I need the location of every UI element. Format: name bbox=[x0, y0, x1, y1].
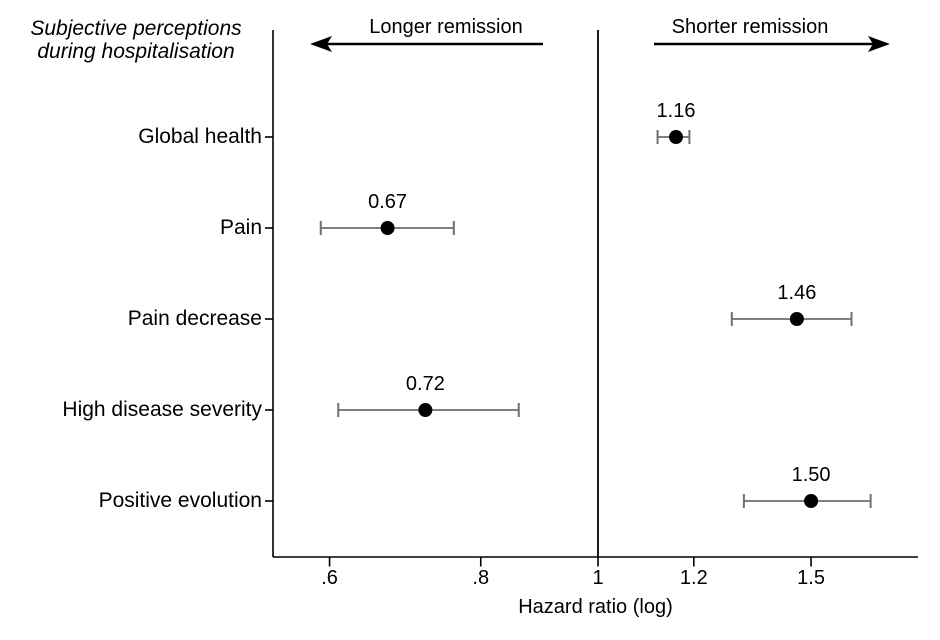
hr-value-label: 1.50 bbox=[791, 464, 831, 486]
hr-value-label: 0.67 bbox=[368, 191, 408, 213]
row-label-pain-decrease: Pain decrease bbox=[127, 307, 262, 330]
hr-value-label: 0.72 bbox=[405, 373, 445, 395]
row-label-high-disease-severity: High disease severity bbox=[62, 398, 262, 421]
x-tick-label-15: 1.5 bbox=[797, 567, 825, 589]
hr-value-label: 1.46 bbox=[777, 282, 817, 304]
right-arrow-head-icon bbox=[868, 36, 890, 52]
point-marker bbox=[789, 312, 804, 326]
left-direction-label: Longer remission bbox=[369, 16, 523, 38]
point-marker bbox=[380, 221, 395, 235]
point-marker bbox=[418, 403, 433, 417]
x-axis-title: Hazard ratio (log) bbox=[518, 596, 673, 618]
x-tick-label-12: 1.2 bbox=[679, 567, 708, 589]
row-label-positive-evolution: Positive evolution bbox=[98, 489, 262, 512]
x-tick-label-1: 1 bbox=[592, 567, 604, 589]
x-tick-label-6: .6 bbox=[321, 567, 338, 589]
row-label-pain: Pain bbox=[219, 216, 262, 239]
point-marker bbox=[668, 130, 683, 144]
chart-title-line2: during hospitalisation bbox=[37, 40, 235, 63]
hr-value-label: 1.16 bbox=[656, 100, 696, 122]
left-arrow-head-icon bbox=[310, 36, 332, 52]
chart-title: Subjective perceptions during hospitalis… bbox=[8, 17, 264, 63]
chart-title-line1: Subjective perceptions bbox=[30, 17, 242, 40]
x-tick-label-8: .8 bbox=[472, 567, 490, 589]
point-marker bbox=[804, 494, 819, 508]
row-label-global-health: Global health bbox=[138, 125, 262, 148]
right-direction-label: Shorter remission bbox=[671, 16, 829, 38]
